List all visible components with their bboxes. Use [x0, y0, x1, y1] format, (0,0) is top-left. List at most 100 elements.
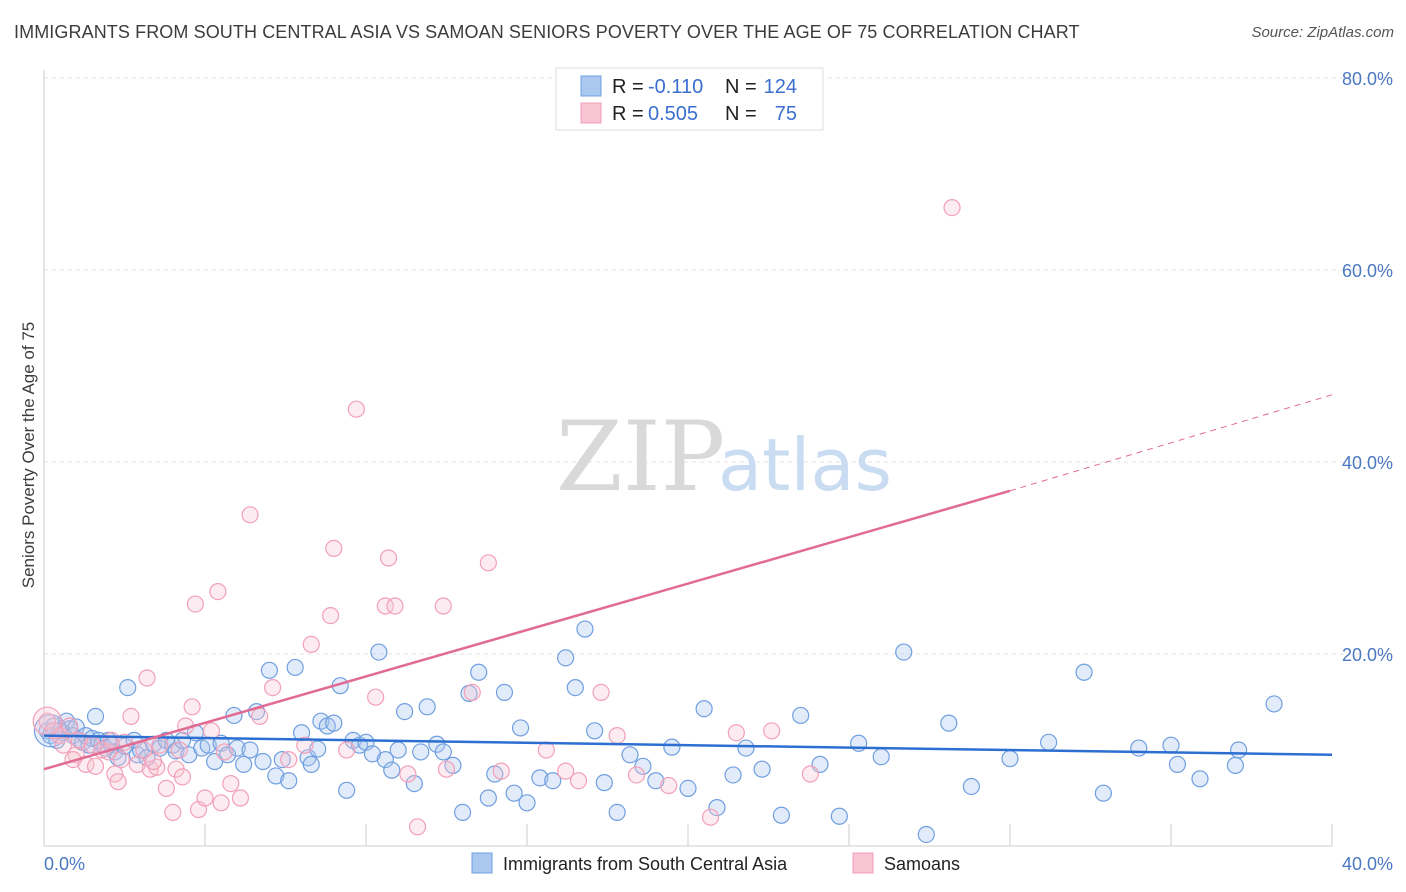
data-point: [495, 683, 514, 702]
data-point: [286, 658, 304, 677]
data-point: [940, 714, 958, 732]
data-point: [386, 597, 404, 615]
data-point: [273, 750, 291, 769]
legend-n-label-2: N =: [725, 103, 757, 125]
data-point: [54, 736, 72, 754]
data-point: [701, 808, 720, 826]
bottom-legend-label-blue: Immigrants from South Central Asia: [503, 854, 788, 874]
data-point: [586, 722, 604, 740]
y-axis-label: Seniors Poverty Over the Age of 75: [19, 322, 38, 588]
data-point: [608, 803, 626, 822]
data-point: [1265, 695, 1283, 713]
data-point: [347, 400, 365, 418]
data-point: [280, 772, 298, 790]
data-point: [621, 746, 639, 764]
legend-n-label-1: N =: [725, 76, 757, 98]
data-point: [325, 539, 343, 558]
data-point: [792, 706, 810, 725]
x-tick-marks: [43, 824, 1333, 846]
chart-title: IMMIGRANTS FROM SOUTH CENTRAL ASIA VS SA…: [14, 22, 1080, 42]
data-point: [212, 794, 230, 812]
data-point: [1162, 736, 1180, 754]
data-point: [370, 643, 388, 661]
data-point: [218, 746, 237, 764]
data-point: [122, 707, 140, 726]
data-point: [511, 719, 530, 737]
data-point: [434, 597, 452, 615]
gridlines: [44, 77, 1393, 655]
data-point: [338, 781, 356, 799]
y-tick-label: 60.0%: [1342, 261, 1393, 281]
y-tick-labels: 80.0% 60.0% 40.0% 20.0%: [1342, 69, 1393, 665]
data-point: [379, 549, 398, 567]
data-point: [1094, 784, 1112, 802]
trend-line-samoans: [43, 489, 1011, 771]
data-point: [231, 789, 250, 807]
legend-n-value-1: 124: [764, 76, 797, 98]
data-point: [109, 773, 127, 791]
data-point: [241, 506, 259, 524]
data-point: [186, 595, 204, 613]
bottom-legend-swatch-pink: [852, 852, 874, 874]
legend-swatch-pink: [580, 102, 602, 124]
data-point: [531, 769, 549, 787]
data-point: [251, 707, 269, 726]
data-point: [222, 774, 240, 793]
data-point: [663, 738, 681, 756]
data-point: [505, 784, 523, 802]
data-point: [170, 741, 188, 759]
data-point: [479, 554, 497, 572]
data-point: [183, 698, 201, 716]
data-point: [724, 766, 742, 784]
data-point: [576, 620, 594, 638]
data-point: [872, 748, 890, 766]
legend-swatch-blue: [580, 75, 602, 97]
data-point: [695, 700, 713, 718]
data-point: [917, 825, 935, 844]
legend-r-label-1: R =: [612, 76, 644, 98]
data-point: [470, 663, 488, 681]
y-tick-label: 40.0%: [1342, 453, 1393, 473]
trend-lines: [43, 394, 1333, 771]
data-point: [383, 761, 401, 779]
data-point: [830, 807, 848, 825]
data-point: [202, 722, 221, 740]
data-point: [367, 688, 385, 706]
data-point: [264, 678, 282, 697]
trend-line-south-central-asia: [43, 734, 1333, 757]
data-point: [727, 724, 745, 742]
data-point: [325, 714, 343, 732]
y-tick-label: 20.0%: [1342, 645, 1393, 665]
data-point: [196, 789, 214, 807]
data-point: [434, 743, 452, 761]
data-point: [608, 726, 626, 745]
data-point: [895, 643, 913, 661]
data-point: [267, 767, 285, 785]
bottom-legend-label-pink: Samoans: [884, 854, 960, 874]
source-credit: Source: ZipAtlas.com: [1251, 24, 1394, 41]
data-point: [566, 678, 584, 697]
data-point: [260, 661, 278, 679]
x-tick-label-min: 0.0%: [44, 854, 85, 874]
data-point: [157, 779, 175, 798]
trend-line-samoans-extension: [1009, 394, 1333, 492]
data-point: [119, 678, 137, 697]
data-point: [151, 736, 169, 754]
data-point: [647, 772, 665, 790]
data-point: [280, 750, 298, 769]
legend-r-label-2: R =: [612, 103, 644, 125]
legend-r-value-1: -0.110: [648, 76, 703, 98]
data-point: [1040, 733, 1058, 751]
data-point: [112, 750, 130, 769]
data-point: [164, 803, 182, 822]
data-point: [557, 762, 575, 780]
legend-n-value-2: 75: [775, 103, 797, 125]
data-point: [544, 772, 562, 790]
data-point: [801, 765, 819, 783]
data-point: [569, 772, 588, 790]
data-point: [634, 757, 652, 775]
data-point: [737, 739, 755, 757]
data-point: [943, 199, 961, 217]
data-point: [321, 606, 340, 625]
